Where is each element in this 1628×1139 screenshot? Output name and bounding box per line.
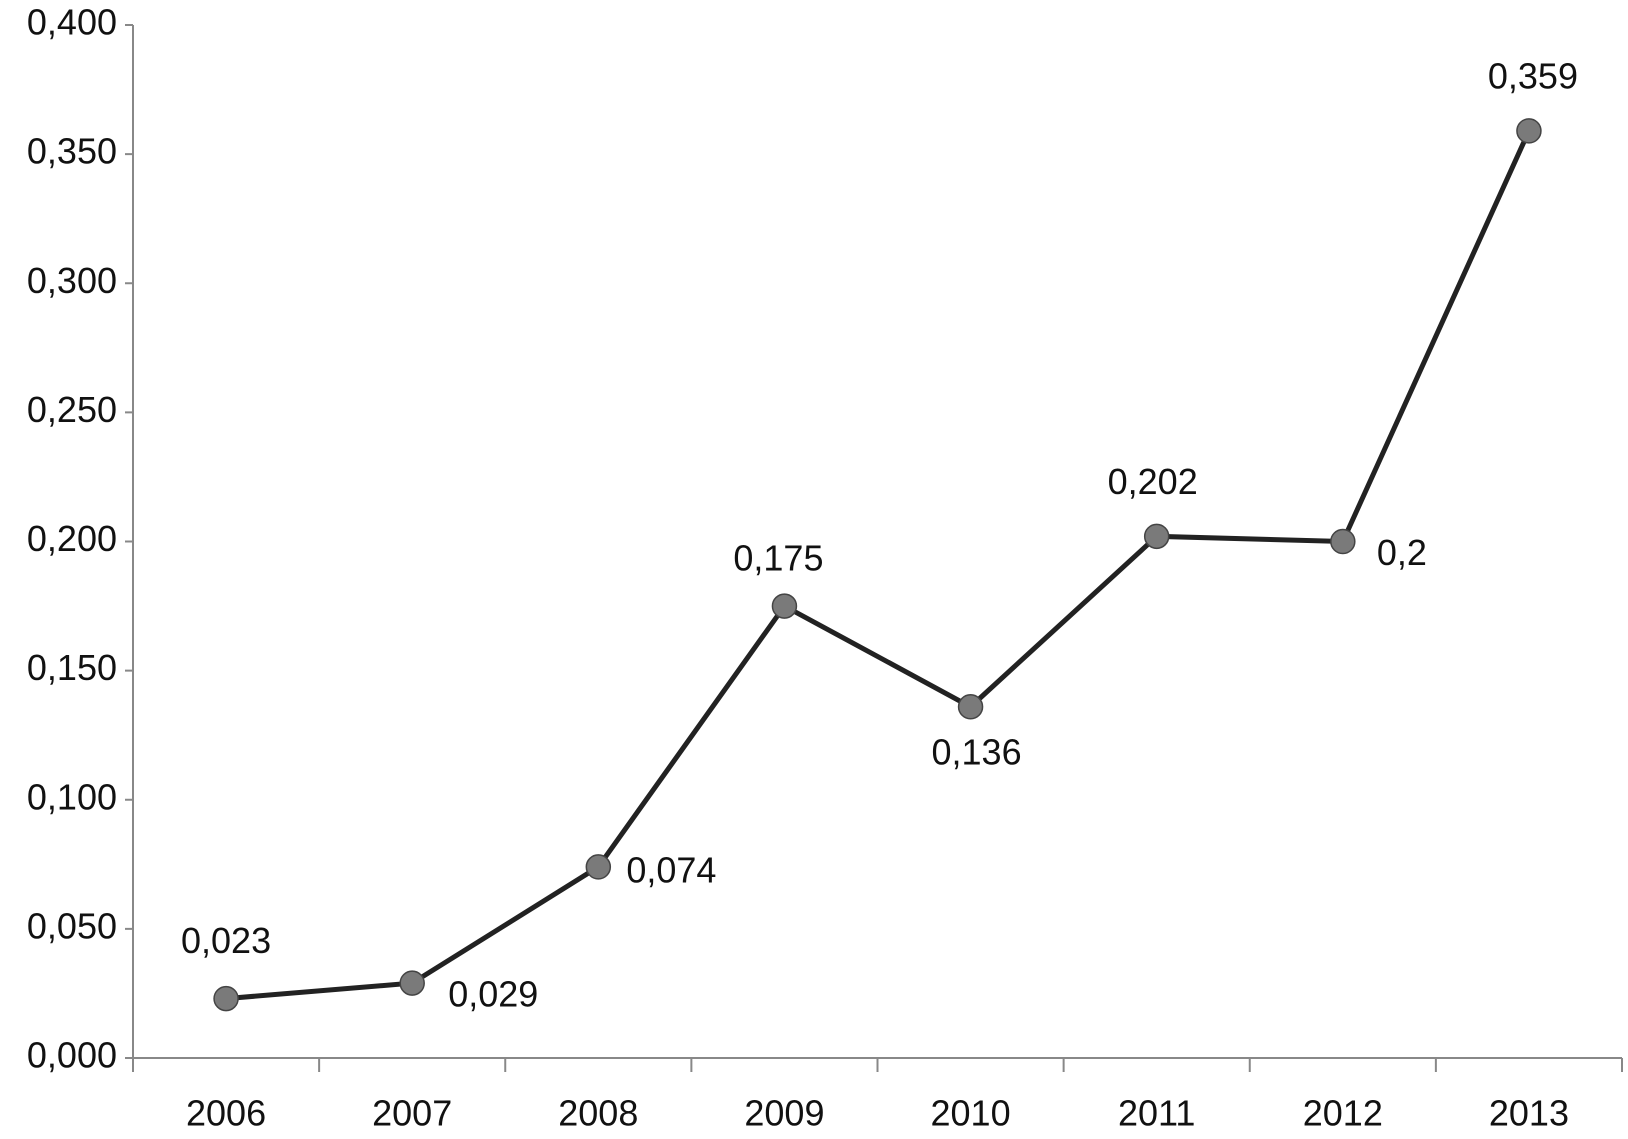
x-tick-label: 2013 <box>1489 1093 1569 1134</box>
marker <box>1516 118 1542 144</box>
y-tick-label: 0,200 <box>27 518 117 559</box>
data-label: 0,023 <box>181 920 271 961</box>
data-label: 0,2 <box>1377 532 1427 573</box>
marker <box>1330 528 1356 555</box>
x-tick-label: 2008 <box>558 1093 638 1134</box>
x-tick-label: 2011 <box>1118 1093 1195 1134</box>
x-tick-label: 2012 <box>1303 1093 1383 1134</box>
y-tick-label: 0,050 <box>27 905 117 946</box>
data-label: 0,136 <box>932 731 1022 772</box>
y-tick-label: 0,100 <box>27 776 117 817</box>
y-tick-label: 0,250 <box>27 389 117 430</box>
x-tick-label: 2007 <box>372 1093 452 1134</box>
marker <box>213 985 239 1012</box>
x-tick-label: 2006 <box>186 1093 266 1134</box>
data-label: 0,359 <box>1488 55 1578 96</box>
data-label: 0,202 <box>1108 461 1198 502</box>
marker <box>1143 523 1170 550</box>
line <box>225 129 1532 1002</box>
data-label: 0,074 <box>626 849 716 890</box>
y-tick-label: 0,000 <box>27 1035 117 1076</box>
marker <box>771 593 798 619</box>
data-label: 0,029 <box>448 974 538 1015</box>
marker <box>585 854 612 880</box>
marker <box>399 970 425 996</box>
x-tick-label: 2010 <box>931 1093 1011 1134</box>
y-tick-label: 0,300 <box>27 260 117 301</box>
y-tick-label: 0,150 <box>27 647 117 688</box>
x-tick-label: 2009 <box>744 1093 824 1134</box>
marker <box>957 694 984 720</box>
data-label: 0,175 <box>733 538 823 579</box>
y-tick-label: 0,350 <box>27 131 117 172</box>
y-tick-label: 0,400 <box>27 2 117 43</box>
